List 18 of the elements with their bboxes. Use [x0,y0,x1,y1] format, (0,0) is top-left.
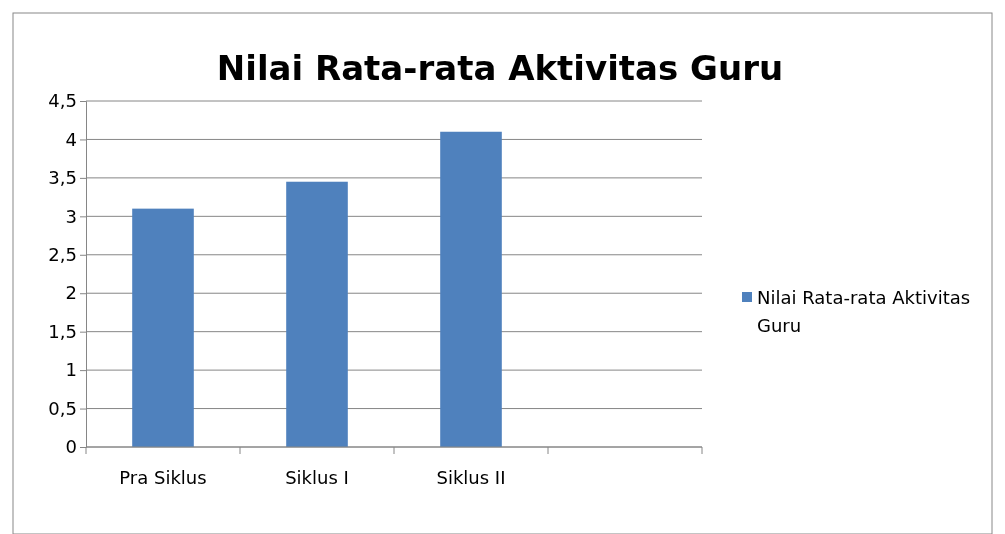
y-tick-label: 4 [65,128,77,150]
y-tick-label: 0 [65,436,77,458]
y-tick-label: 2,5 [48,244,77,266]
bar [440,131,502,447]
x-tick-label: Siklus I [285,467,349,488]
x-tick-label: Siklus II [436,467,506,488]
y-tick-label: 1 [65,359,77,381]
y-tick-label: 3,5 [48,167,77,189]
y-tick-label: 1,5 [48,320,77,342]
chart-title: Nilai Rata-rata Aktivitas Guru [216,48,784,88]
legend-label: Nilai Rata-rata Aktivitas Guru [757,287,971,336]
y-tick-label: 4,5 [48,90,77,112]
x-tick-label: Pra Siklus [119,467,207,488]
bar [286,181,348,447]
y-tick-label: 3 [65,205,77,227]
y-tick-label: 0,5 [48,397,77,419]
bar [132,208,194,447]
y-tick-label: 2 [65,282,77,304]
